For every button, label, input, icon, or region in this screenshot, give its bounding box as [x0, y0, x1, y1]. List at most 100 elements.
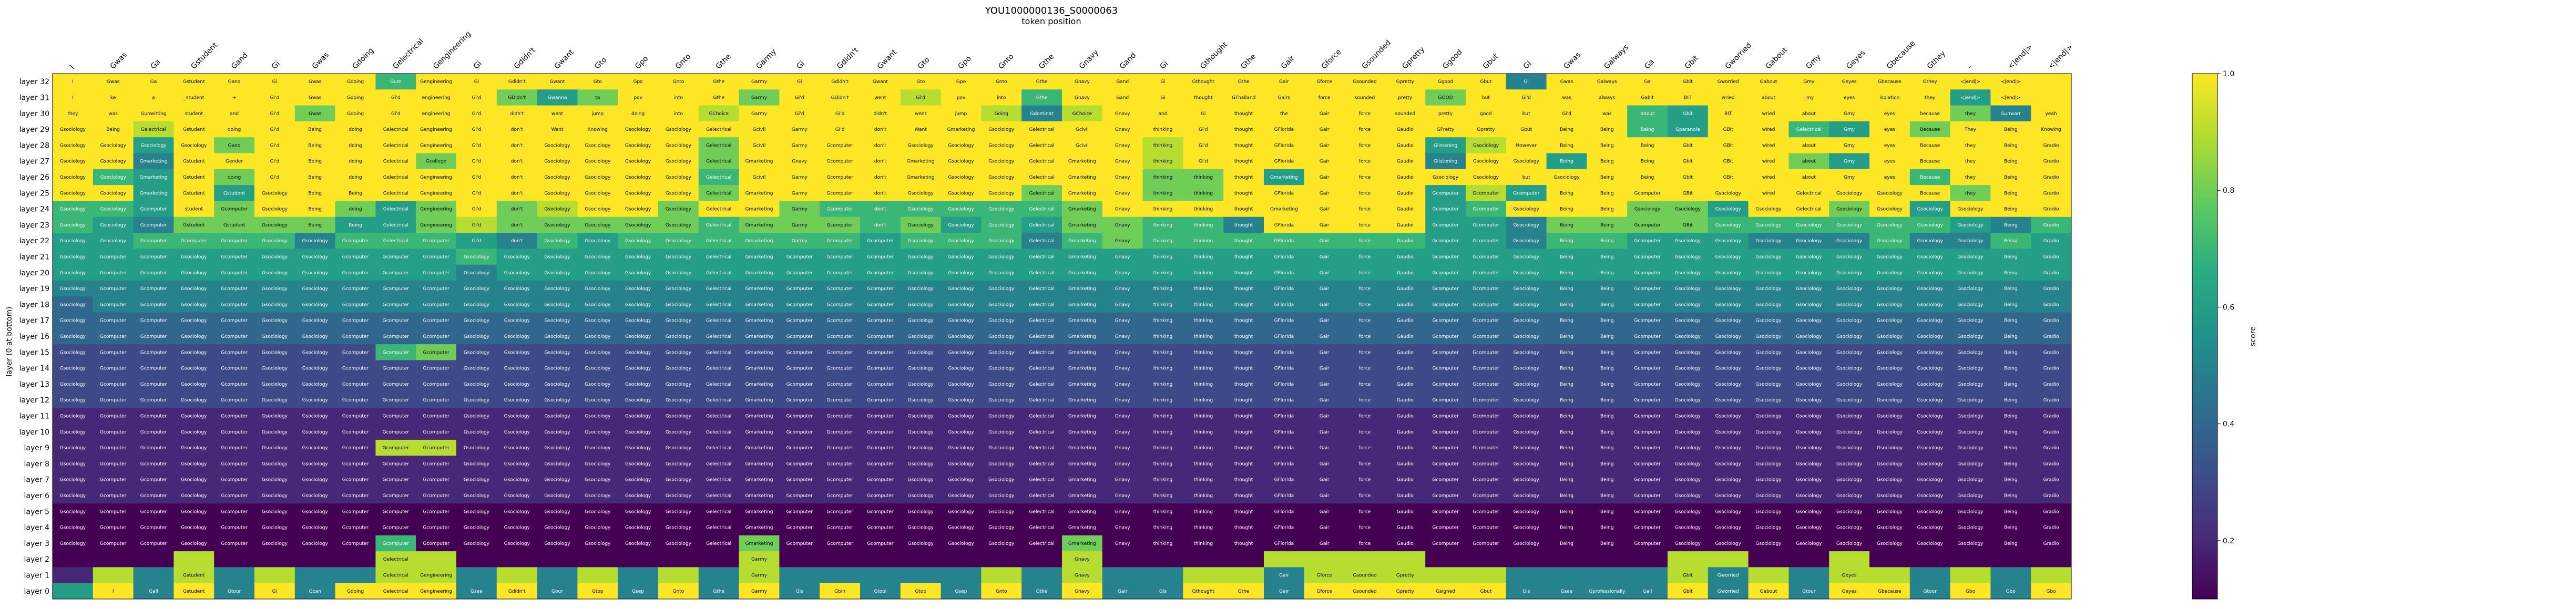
heatmap-cell [1344, 153, 1385, 170]
cell-label: Gsociology [302, 430, 329, 435]
cell-label: GBit [1723, 175, 1734, 180]
cell-label: force [1359, 191, 1371, 196]
heatmap-cell [1425, 551, 1466, 567]
heatmap-cell [1869, 89, 1910, 106]
heatmap-cell [698, 153, 740, 170]
cell-label: Gsociology [262, 525, 288, 531]
cell-label: Being [1560, 223, 1573, 228]
heatmap-cell [1829, 74, 1870, 90]
cell-label: Gair [1320, 254, 1330, 260]
cell-label: Being [1600, 175, 1614, 180]
cell-label: Gsociology [262, 318, 288, 324]
cell-label: Being [1560, 461, 1573, 467]
cell-label: Gmarketing [745, 414, 773, 419]
cell-label: Gaudio [1397, 239, 1414, 244]
cell-label: thinking [1194, 509, 1213, 514]
heatmap-cell [1748, 89, 1789, 106]
cell-label: Gnavy [1115, 159, 1131, 164]
cell-label: Gsociology [464, 254, 490, 260]
cell-label: Gsociology [1715, 509, 1742, 514]
cell-label: Gsociology [1877, 286, 1903, 292]
cell-label: Gsociology [666, 334, 692, 339]
heatmap-cell [133, 153, 174, 170]
cell-label: Gelectrical [1029, 350, 1054, 355]
cell-label: wired [1762, 175, 1775, 180]
cell-label: Gsociology [1715, 318, 1742, 324]
x-tick-label: Gabout [1764, 46, 1790, 71]
cell-label: Gsociology [1877, 302, 1903, 307]
heatmap-cell [1950, 105, 1991, 122]
cell-label: Gsociology [948, 350, 974, 355]
cell-label: Gsociology [181, 541, 207, 546]
cell-label: Garmy [792, 191, 808, 196]
cell-label: Gair [1320, 127, 1330, 132]
cell-label: Gsigned [1436, 589, 1455, 594]
cell-label: sounded [1395, 111, 1416, 117]
cell-label: Being [1560, 509, 1573, 514]
cell-label: Being [2004, 398, 2018, 403]
cell-label: Gbecause [1878, 79, 1902, 85]
x-tick-labels: I Gwas Ga Gstudent Gand Gi Gwas Gdoing Gelectric… [68, 30, 2074, 71]
heatmap-cells: I Gwas Ga Gstudent Gand Gi Gwas Gdoing Gum Gengin… [52, 73, 2072, 600]
heatmap-cell [941, 185, 982, 201]
heatmap-cell [1142, 169, 1183, 185]
cell-label: Gcomputer [1473, 271, 1499, 276]
cell-label: Gsociology [908, 446, 934, 451]
y-tick-label: layer 3 [24, 540, 49, 548]
cell-label: Being [1560, 254, 1573, 260]
heatmap-cell [133, 169, 174, 185]
heatmap-cell [698, 121, 740, 138]
heatmap-cell [1788, 567, 1829, 584]
cell-label: Being [1600, 525, 1614, 531]
cell-label: Gcomputer [1513, 191, 1540, 196]
cell-label: Gsociology [1877, 382, 1903, 387]
cell-label: Gcomputer [1473, 493, 1499, 499]
heatmap-cell [93, 153, 134, 170]
heatmap-cell [577, 216, 618, 233]
heatmap-cell [1627, 201, 1668, 218]
cell-label: Gsociology [1755, 414, 1782, 419]
heatmap-cell [294, 185, 336, 201]
cell-label: Gsociology [544, 239, 570, 244]
cell-label: Gsociology [908, 414, 934, 419]
cell-label: thinking [1194, 493, 1213, 499]
cell-label: Gelectrical [383, 557, 408, 562]
cell-label: Gmarketing [745, 159, 773, 164]
heatmap-cell [537, 567, 578, 584]
heatmap-cell [1062, 121, 1103, 138]
heatmap-cell [1990, 185, 2031, 201]
heatmap-cell [1021, 201, 1062, 218]
cell-label: Gsociology [585, 302, 611, 307]
cell-label: Gsociology [1715, 382, 1742, 387]
cell-label: GFlorida [1274, 350, 1294, 355]
heatmap-cell [1869, 567, 1910, 584]
heatmap-cell [254, 74, 295, 90]
cell-label: Gelectrical [383, 589, 408, 594]
cell-label: Gsociology [1796, 446, 1822, 451]
heatmap-cell [1021, 169, 1062, 185]
cell-label: Gcomputer [1432, 286, 1459, 292]
cell-label: Gcomputer [1634, 350, 1661, 355]
heatmap-cell [1142, 105, 1183, 122]
cell-label: Gsociology [585, 493, 611, 499]
cell-label: Gcomputer [826, 302, 853, 307]
cell-label: GBit [1723, 159, 1734, 164]
cell-label: student [185, 111, 203, 117]
cell-label: Gsociology [1715, 207, 1742, 212]
cell-label: Gi'd [391, 95, 401, 100]
heatmap-cell [214, 185, 255, 201]
cell-label: Gmarketing [1068, 430, 1096, 435]
heatmap-cell [1627, 153, 1668, 170]
cell-label: Gnto [996, 589, 1007, 594]
heatmap-cell [416, 153, 457, 170]
cell-label: Gengineering [420, 589, 452, 594]
cell-label: Gcomputer [1432, 382, 1459, 387]
heatmap-cell [860, 121, 901, 138]
cell-label: Gsociology [60, 159, 86, 164]
cell-label: Gi'd [270, 111, 280, 117]
cell-label: Gsep [955, 589, 967, 594]
cell-label: Gsociology [625, 541, 651, 546]
cell-label: Gpretty [1396, 573, 1415, 579]
cell-label: Gi [1201, 111, 1205, 117]
heatmap-cell [1425, 567, 1466, 584]
